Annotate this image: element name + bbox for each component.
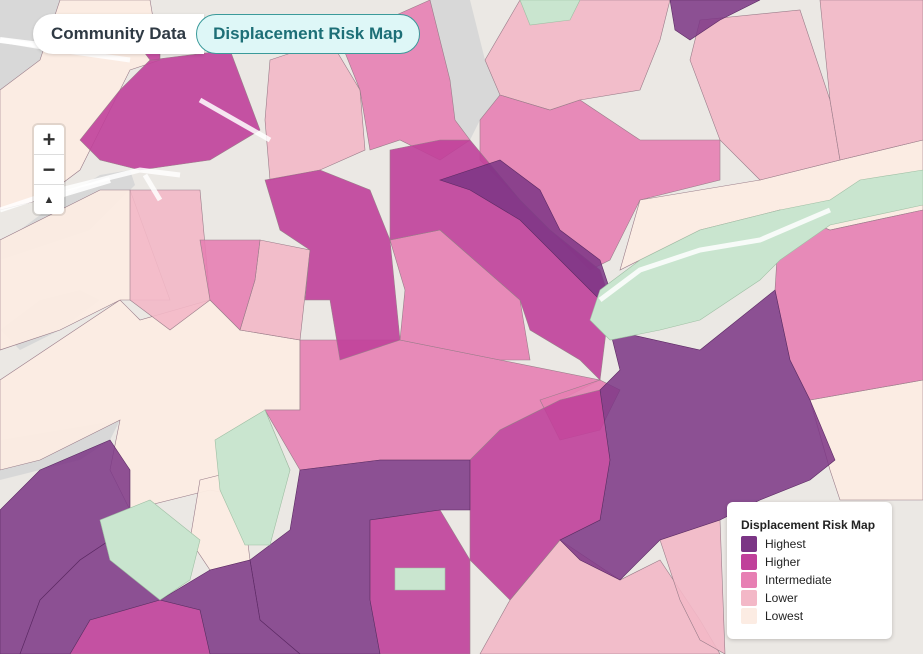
view-tabs: Community Data Displacement Risk Map: [33, 14, 420, 54]
region-highest-top: [669, 0, 761, 41]
tab-displacement-risk-map[interactable]: Displacement Risk Map: [196, 14, 420, 54]
legend-swatch-lower: [741, 590, 757, 606]
region-highest-east: [559, 289, 836, 581]
legend-item: Higher: [741, 553, 878, 571]
region-lower-ne: [689, 9, 841, 181]
legend-item: Lower: [741, 589, 878, 607]
map-legend: Displacement Risk Map Highest Higher Int…: [727, 502, 892, 639]
park-southwest: [99, 499, 201, 601]
legend-item: Highest: [741, 535, 878, 553]
region-highest-s3: [159, 559, 301, 654]
region-higher-diagonal: [389, 139, 611, 381]
legend-swatch-intermediate: [741, 572, 757, 588]
region-higher-nw: [79, 49, 261, 171]
compass-button[interactable]: ▲: [34, 185, 64, 214]
legend-swatch-highest: [741, 536, 757, 552]
park-west: [214, 409, 291, 546]
park-small: [394, 567, 446, 591]
legend-label: Highest: [765, 537, 806, 551]
legend-label: Lowest: [765, 609, 804, 623]
water-channel: [430, 0, 500, 140]
region-lower-ne2: [819, 0, 923, 161]
region-higher-mid: [264, 169, 401, 361]
legend-swatch-lowest: [741, 608, 757, 624]
tab-community-data[interactable]: Community Data: [33, 14, 205, 54]
region-intermediate-west: [199, 239, 261, 331]
zoom-out-button[interactable]: −: [34, 155, 64, 185]
legend-label: Intermediate: [765, 573, 832, 587]
bridges: [0, 37, 111, 198]
legend-label: Higher: [765, 555, 801, 569]
legend-label: Lower: [765, 591, 798, 605]
compass-icon: ▲: [43, 193, 55, 206]
park-prospect: [589, 169, 923, 341]
legend-item: Intermediate: [741, 571, 878, 589]
legend-title: Displacement Risk Map: [741, 518, 876, 532]
legend-item: Lowest: [741, 607, 878, 625]
legend-swatch-higher: [741, 554, 757, 570]
zoom-control: + − ▲: [34, 125, 64, 214]
park-north: [519, 0, 581, 26]
region-lower-west: [129, 189, 211, 331]
zoom-in-button[interactable]: +: [34, 125, 64, 155]
